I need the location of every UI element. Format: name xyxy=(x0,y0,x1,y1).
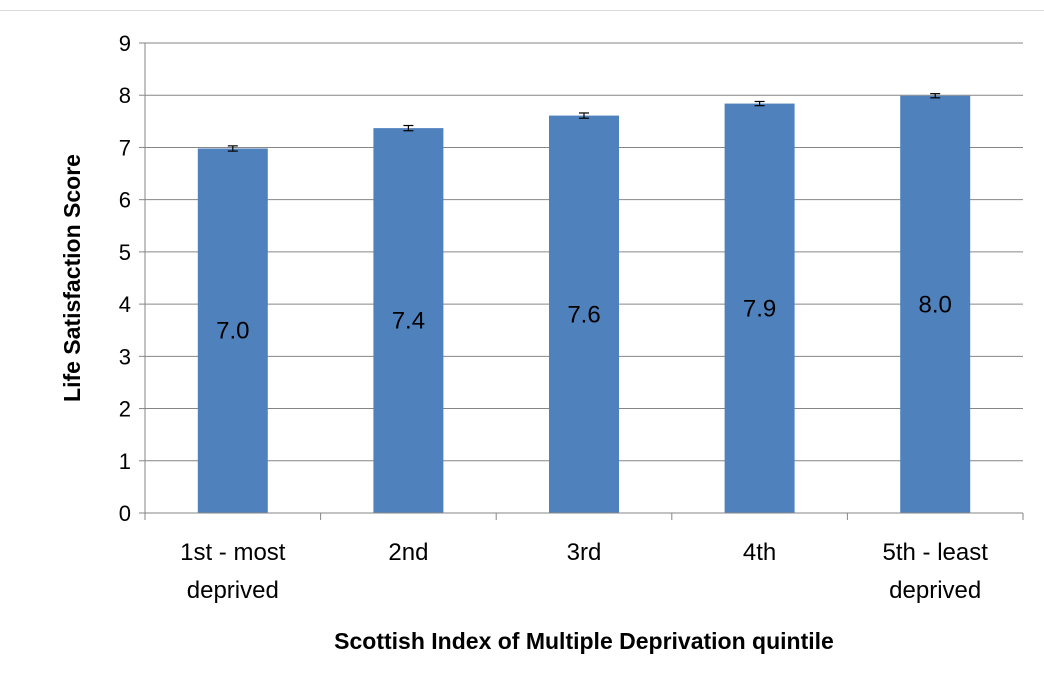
data-label: 7.9 xyxy=(743,295,776,322)
data-label: 7.4 xyxy=(392,308,425,335)
y-tick-label: 2 xyxy=(119,397,131,422)
y-axis-title: Life Satisfaction Score xyxy=(59,154,85,402)
bar xyxy=(373,128,444,513)
x-tick-label: 2nd xyxy=(388,539,428,566)
axes xyxy=(139,42,1024,520)
x-tick-label: deprived xyxy=(187,577,279,604)
y-tick-label: 9 xyxy=(119,31,131,56)
x-tick-label: deprived xyxy=(889,577,981,604)
y-tick-label: 0 xyxy=(119,501,131,526)
bar xyxy=(197,148,268,513)
data-label: 7.6 xyxy=(567,301,600,328)
data-label: 7.0 xyxy=(216,318,249,345)
labels: 0 1 2 3 4 5 6 7 8 9 7.0 7.4 7.6 7.9 8.0 1st - most depri… xyxy=(59,31,988,654)
top-divider xyxy=(0,10,1044,11)
bar xyxy=(724,103,795,514)
y-tick-label: 1 xyxy=(119,449,131,474)
bars xyxy=(197,93,971,514)
bar xyxy=(900,95,971,513)
data-label: 8.0 xyxy=(919,291,952,318)
y-tick-label: 6 xyxy=(119,188,131,213)
x-axis-title: Scottish Index of Multiple Deprivation q… xyxy=(334,628,834,654)
y-tick-label: 4 xyxy=(119,292,131,317)
x-tick-label: 4th xyxy=(743,539,776,566)
y-tick-label: 7 xyxy=(119,135,131,160)
x-tick-label: 3rd xyxy=(567,539,602,566)
bar xyxy=(549,115,619,513)
y-tick-label: 5 xyxy=(119,240,131,265)
y-tick-label: 8 xyxy=(119,83,131,108)
y-tick-label: 3 xyxy=(119,344,131,369)
x-tick-label: 5th - least xyxy=(883,539,989,566)
x-tick-label: 1st - most xyxy=(180,539,286,566)
